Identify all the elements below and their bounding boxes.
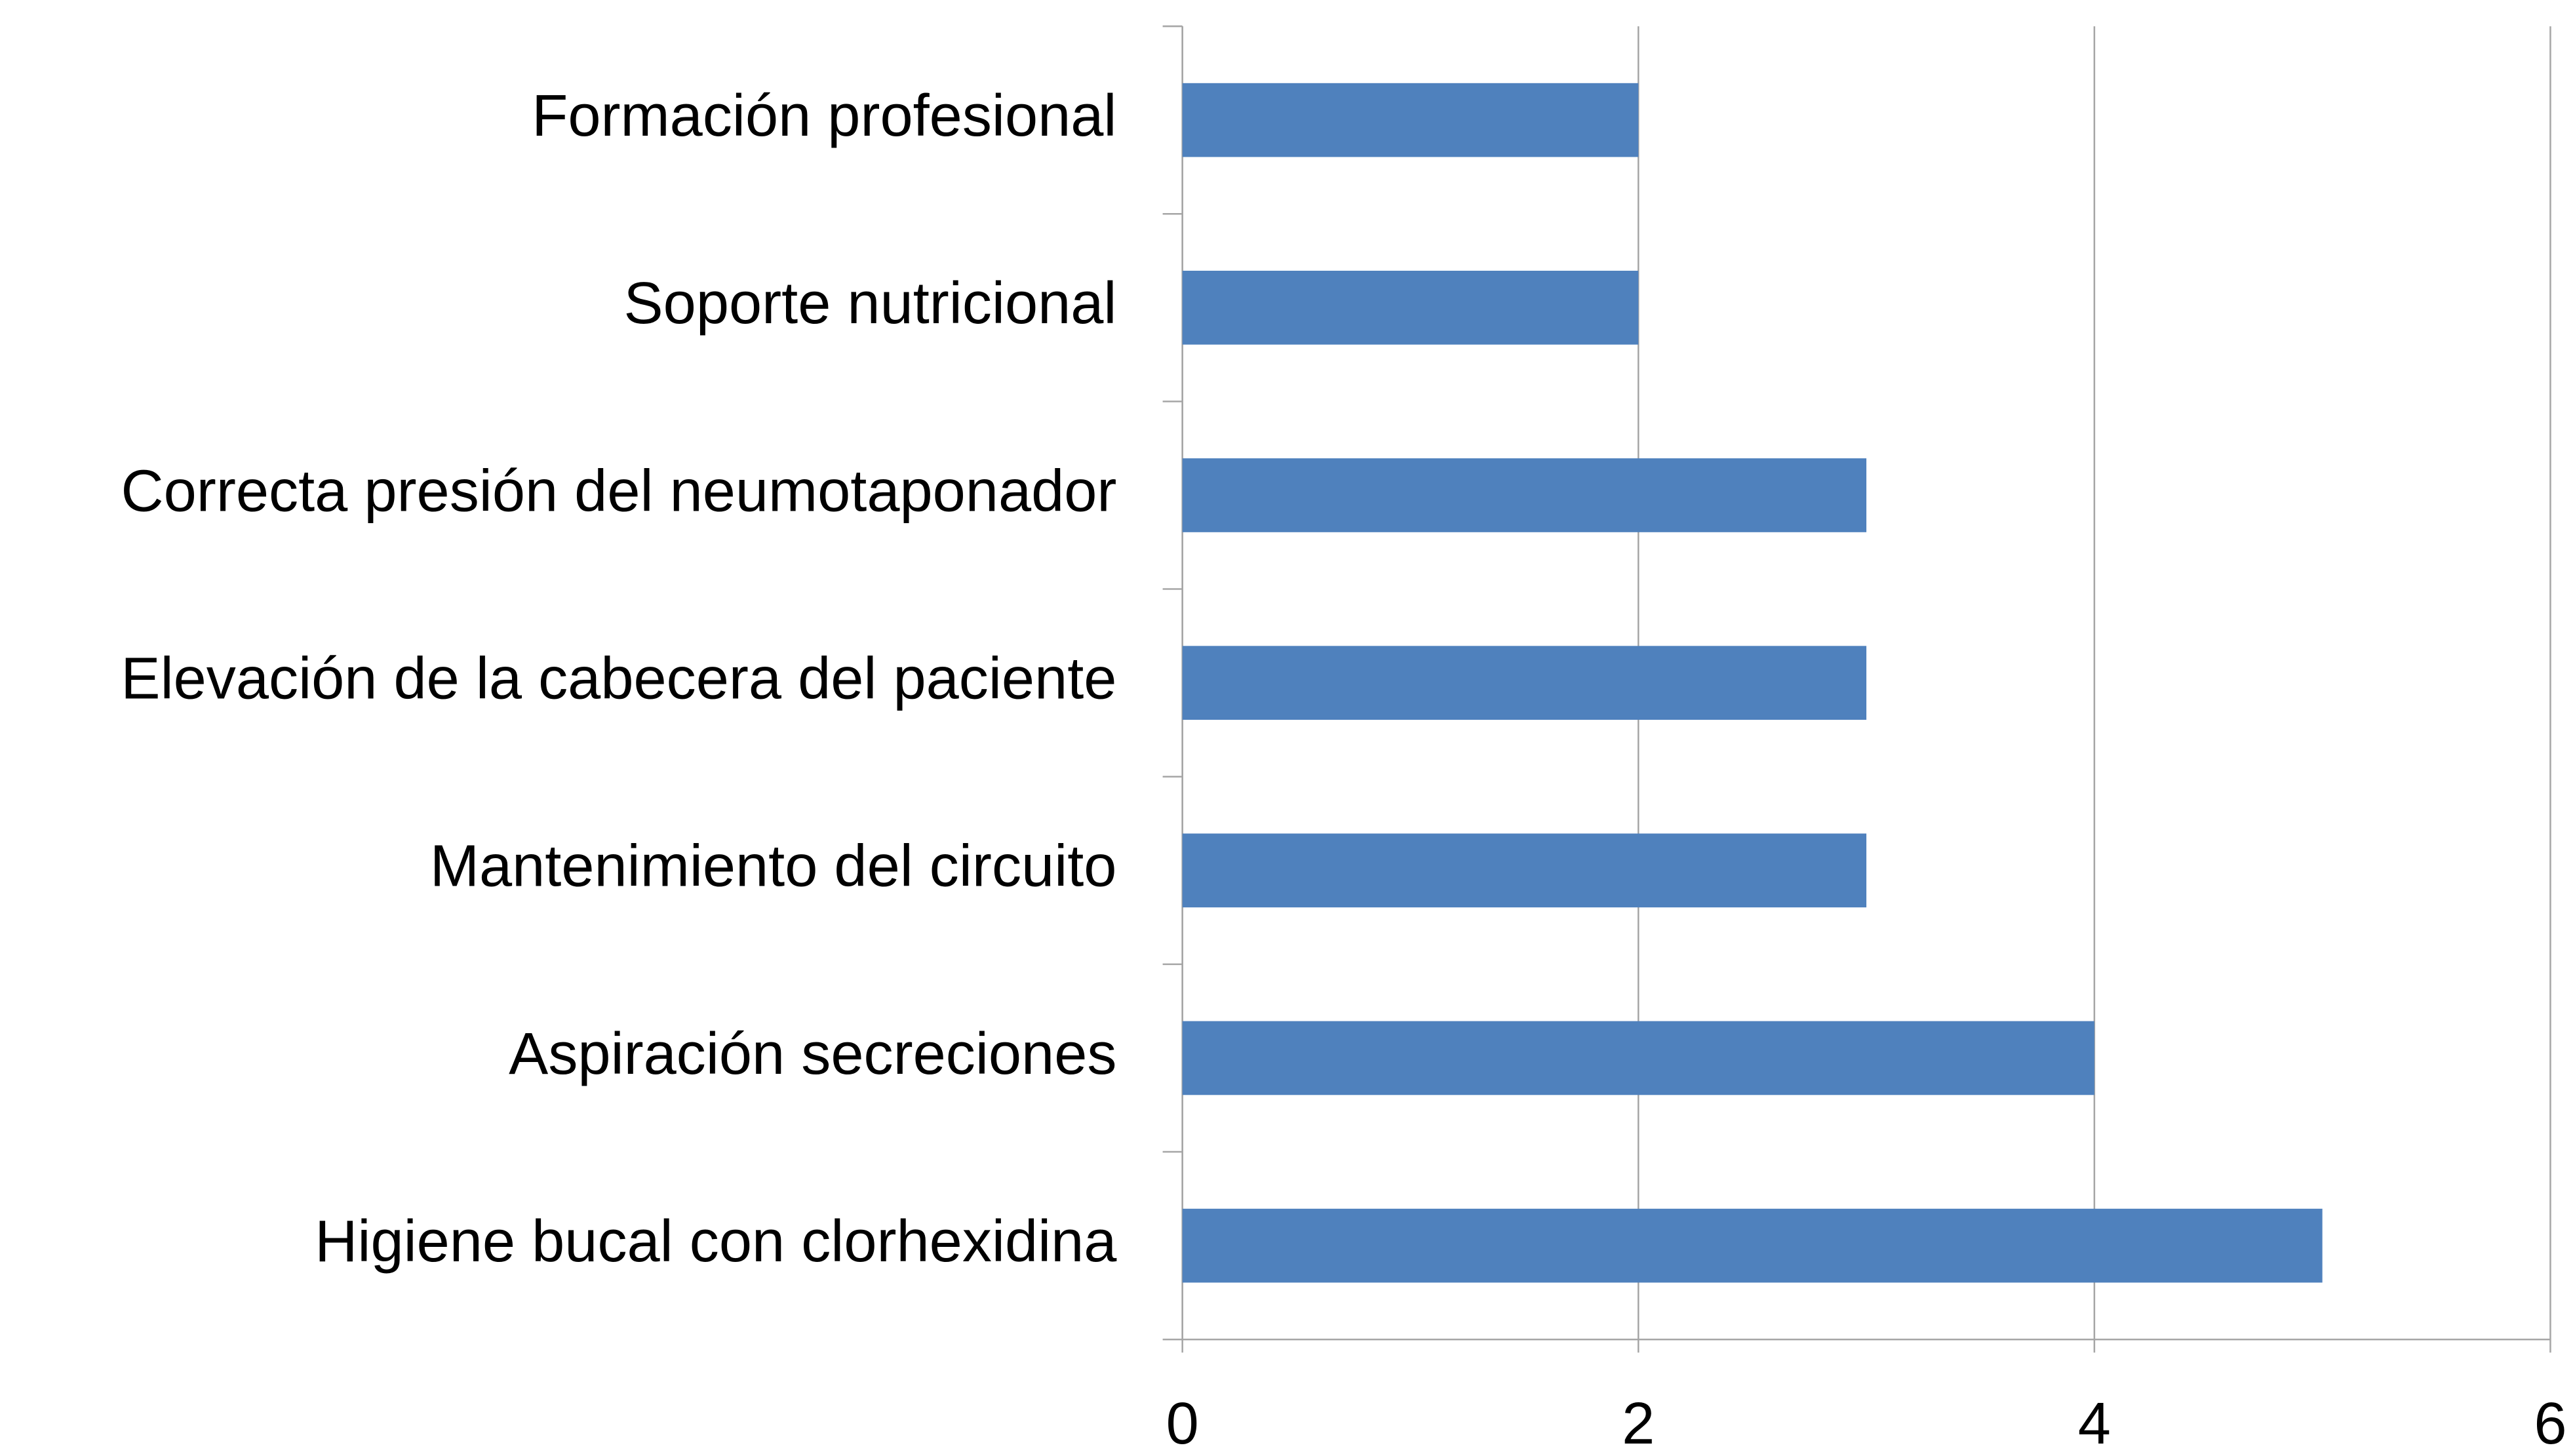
y-tick-label: Correcta presión del neumotaponador: [121, 458, 1117, 524]
bar: [1182, 1021, 2094, 1095]
y-tick-label: Higiene bucal con clorhexidina: [315, 1208, 1117, 1274]
y-tick-label: Aspiración secreciones: [509, 1021, 1116, 1087]
y-tick-label: Formación profesional: [532, 83, 1116, 149]
y-tick-label: Soporte nutricional: [624, 270, 1117, 336]
bar: [1182, 833, 1867, 908]
bar: [1182, 270, 1639, 345]
x-tick-label: 4: [2078, 1390, 2111, 1456]
x-tick-label: 2: [1622, 1390, 1655, 1456]
bar: [1182, 458, 1867, 532]
y-tick-label: Mantenimiento del circuito: [430, 833, 1117, 899]
bar: [1182, 83, 1639, 157]
bar: [1182, 1208, 2323, 1283]
y-tick-label: Elevación de la cabecera del paciente: [121, 645, 1116, 711]
x-tick-label: 6: [2534, 1390, 2566, 1456]
bar: [1182, 646, 1867, 720]
x-tick-label: 0: [1166, 1390, 1199, 1456]
